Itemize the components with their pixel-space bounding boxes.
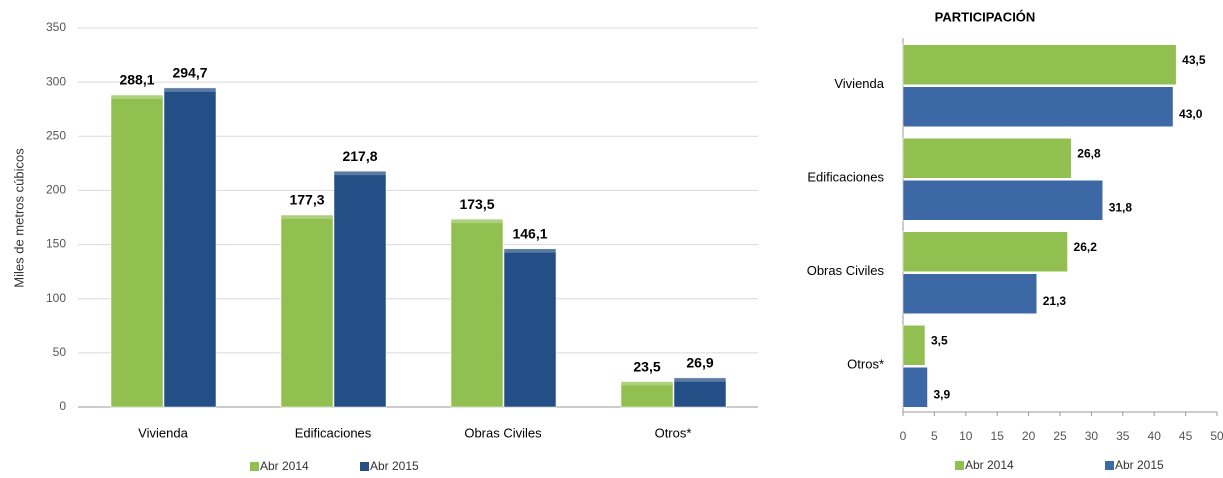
y-tick-label: Obras Civiles bbox=[807, 263, 885, 278]
bar-top bbox=[451, 219, 503, 224]
bar bbox=[902, 367, 928, 408]
x-tick-label: 35 bbox=[1116, 429, 1130, 443]
x-tick-label: 25 bbox=[1053, 429, 1067, 443]
bar bbox=[110, 94, 164, 408]
bar bbox=[902, 44, 1177, 85]
value-label: 177,3 bbox=[289, 192, 324, 208]
y-tick-label: Vivienda bbox=[834, 76, 884, 91]
value-label: 43,0 bbox=[1179, 107, 1203, 121]
bar bbox=[620, 381, 674, 408]
x-tick-label: 20 bbox=[1022, 429, 1036, 443]
value-label: 3,5 bbox=[931, 333, 948, 347]
x-tick-label: Edificaciones bbox=[295, 425, 372, 440]
bar bbox=[163, 87, 217, 408]
legend-swatch bbox=[360, 462, 369, 471]
bar bbox=[333, 170, 387, 408]
legend-label: Abr 2015 bbox=[1115, 458, 1164, 472]
value-label: 294,7 bbox=[172, 65, 207, 81]
value-label: 43,5 bbox=[1182, 53, 1206, 67]
legend-label: Abr 2014 bbox=[965, 458, 1014, 472]
legend-swatch bbox=[1105, 461, 1114, 470]
bar bbox=[902, 231, 1068, 272]
bar-top bbox=[111, 95, 163, 100]
bar bbox=[902, 325, 926, 366]
value-label: 26,8 bbox=[1077, 146, 1101, 160]
y-tick-label: 200 bbox=[46, 183, 66, 197]
y-tick-label: 300 bbox=[46, 74, 66, 88]
bar bbox=[673, 377, 727, 408]
legend-swatch bbox=[955, 461, 964, 470]
x-tick-label: 40 bbox=[1148, 429, 1162, 443]
value-label: 146,1 bbox=[512, 225, 547, 241]
y-axis-label: Miles de metros cúbicos bbox=[11, 148, 26, 288]
y-tick-label: 150 bbox=[46, 237, 66, 251]
y-tick-label: 100 bbox=[46, 291, 66, 305]
value-label: 31,8 bbox=[1109, 200, 1133, 214]
value-label: 3,9 bbox=[933, 387, 950, 401]
bar bbox=[450, 218, 504, 408]
y-tick-label: 0 bbox=[59, 399, 66, 413]
x-tick-label: 50 bbox=[1210, 429, 1223, 443]
bar bbox=[280, 214, 334, 408]
x-tick-label: 45 bbox=[1179, 429, 1193, 443]
bar bbox=[902, 180, 1103, 221]
x-tick-label: Obras Civiles bbox=[464, 425, 542, 440]
value-label: 23,5 bbox=[633, 358, 660, 374]
x-tick-label: 30 bbox=[1085, 429, 1099, 443]
bar-top bbox=[164, 87, 216, 92]
bar-top bbox=[334, 171, 386, 176]
bar-top bbox=[621, 381, 673, 386]
legend-label: Abr 2015 bbox=[370, 459, 419, 473]
x-tick-label: 5 bbox=[931, 429, 938, 443]
x-tick-label: 0 bbox=[900, 429, 907, 443]
y-tick-label: 350 bbox=[46, 20, 66, 34]
bar-top bbox=[281, 215, 333, 220]
x-tick-label: Vivienda bbox=[138, 425, 188, 440]
x-tick-label: Otros* bbox=[655, 425, 692, 440]
bar bbox=[503, 248, 557, 408]
y-tick-label: 250 bbox=[46, 128, 66, 142]
y-tick-label: 50 bbox=[53, 345, 67, 359]
bar-top bbox=[674, 377, 726, 382]
value-label: 217,8 bbox=[342, 148, 377, 164]
value-label: 26,9 bbox=[686, 355, 713, 371]
bar bbox=[902, 138, 1072, 179]
bar bbox=[902, 273, 1038, 314]
value-label: 173,5 bbox=[459, 196, 494, 212]
value-label: 26,2 bbox=[1074, 240, 1098, 254]
x-tick-label: 15 bbox=[991, 429, 1005, 443]
value-label: 21,3 bbox=[1043, 294, 1067, 308]
chart-title: PARTICIPACIÓN bbox=[935, 9, 1036, 24]
x-tick-label: 10 bbox=[959, 429, 973, 443]
legend-swatch bbox=[250, 462, 259, 471]
y-tick-label: Otros* bbox=[847, 357, 884, 372]
bar bbox=[902, 86, 1174, 127]
value-label: 288,1 bbox=[119, 72, 154, 88]
bar-top bbox=[504, 248, 556, 253]
y-tick-label: Edificaciones bbox=[807, 170, 884, 185]
legend-label: Abr 2014 bbox=[260, 459, 309, 473]
